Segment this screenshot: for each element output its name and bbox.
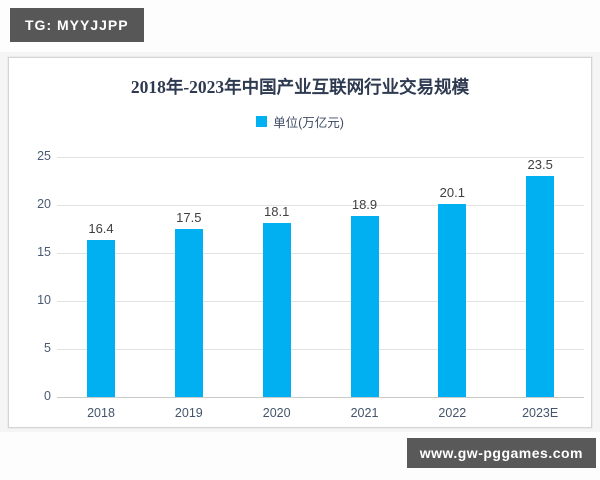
y-axis-tick-label: 5 (44, 341, 51, 355)
bar-value-label: 20.1 (439, 185, 465, 201)
bar-2023E (526, 176, 555, 397)
gridline-10 (57, 301, 584, 302)
gridline-20 (57, 205, 584, 206)
bar-2020 (262, 223, 291, 397)
website-watermark-badge: www.gw-pggames.com (406, 438, 596, 468)
gridline-15 (57, 253, 584, 254)
bar-value-label: 18.1 (264, 204, 290, 220)
bar-2018 (87, 239, 115, 397)
bar-chart-plot-area: 0 5 10 15 20 25 16.4 2018 17.5 2019 18.1 2020 18.9 20… (9, 58, 591, 427)
legend-swatch-icon (256, 116, 268, 127)
x-axis-tick-label-2021: 2021 (350, 406, 379, 420)
gridline-0 (57, 397, 584, 398)
bar-column-2022: 20.1 (408, 157, 496, 397)
bar-value-label: 17.5 (176, 210, 202, 225)
telegram-watermark-badge: TG: MYYJJPP (10, 8, 144, 42)
bar-column-2021: 18.9 (321, 157, 409, 397)
y-axis-tick-label: 0 (44, 389, 51, 403)
bar-column-2018: 16.4 (57, 157, 145, 397)
bar-value-label: 18.9 (351, 196, 378, 212)
bar-2022 (438, 204, 467, 397)
x-axis-tick-label-2022: 2022 (438, 406, 467, 420)
telegram-watermark-text: TG: MYYJJPP (25, 17, 129, 33)
bar-value-label: 23.5 (527, 157, 553, 172)
gridline-25 (57, 157, 584, 158)
bar-2021 (350, 215, 379, 397)
chart-legend: 单位(万亿元) (9, 112, 591, 131)
y-axis-tick-label: 20 (37, 197, 51, 211)
y-axis-tick-label: 10 (37, 293, 51, 307)
bar-column-2023E: 23.5 (496, 157, 584, 397)
x-axis-tick-label-2020: 2020 (262, 406, 291, 420)
website-watermark-text: www.gw-pggames.com (419, 445, 583, 461)
x-axis-tick-label-2018: 2018 (87, 406, 115, 420)
bar-column-2019: 17.5 (145, 157, 233, 397)
bar-value-label: 16.4 (88, 220, 114, 236)
chart-card: 2018年-2023年中国产业互联网行业交易规模 单位(万亿元) 0 5 10 15 2… (8, 57, 592, 428)
legend-label: 单位(万亿元) (273, 116, 344, 130)
bar-column-2020: 18.1 (233, 157, 321, 397)
gridline-5 (57, 349, 584, 350)
x-axis-tick-label-2019: 2019 (174, 406, 203, 420)
chart-title: 2018年-2023年中国产业互联网行业交易规模 (130, 77, 470, 97)
bar-2019 (174, 229, 203, 397)
x-axis-tick-label-2023E: 2023E (522, 406, 559, 420)
y-axis-tick-label: 25 (37, 149, 51, 163)
y-axis-tick-label: 15 (37, 245, 51, 259)
